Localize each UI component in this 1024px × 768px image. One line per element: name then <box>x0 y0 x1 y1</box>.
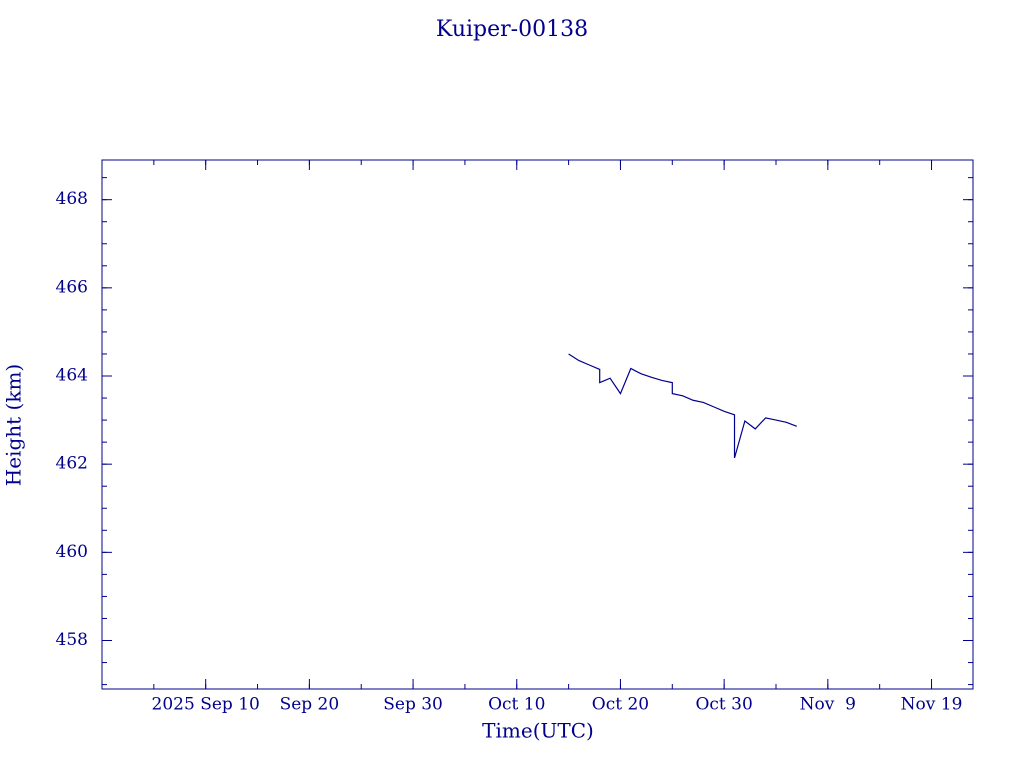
x-tick-label: Oct 10 <box>488 695 545 715</box>
x-tick-label: 2025 Sep 10 <box>152 695 260 715</box>
y-axis-label: Height (km) <box>2 364 26 486</box>
x-tick-label: Sep 30 <box>383 695 443 715</box>
x-tick-label: Sep 20 <box>280 695 340 715</box>
y-tick-label: 460 <box>56 542 88 562</box>
x-tick-label: Nov 9 <box>800 695 856 715</box>
x-tick-label: Oct 20 <box>592 695 649 715</box>
x-tick-label: Oct 30 <box>695 695 752 715</box>
x-axis-label: Time(UTC) <box>482 719 594 743</box>
chart-title: Kuiper-00138 <box>436 17 588 42</box>
y-tick-label: 464 <box>56 366 88 386</box>
y-tick-label: 466 <box>56 277 88 297</box>
x-tick-label: Nov 19 <box>901 695 963 715</box>
y-tick-label: 458 <box>56 630 88 650</box>
y-tick-label: 468 <box>56 189 88 209</box>
y-tick-label: 462 <box>56 454 88 474</box>
plot-frame <box>101 159 974 690</box>
data-line <box>568 353 797 459</box>
